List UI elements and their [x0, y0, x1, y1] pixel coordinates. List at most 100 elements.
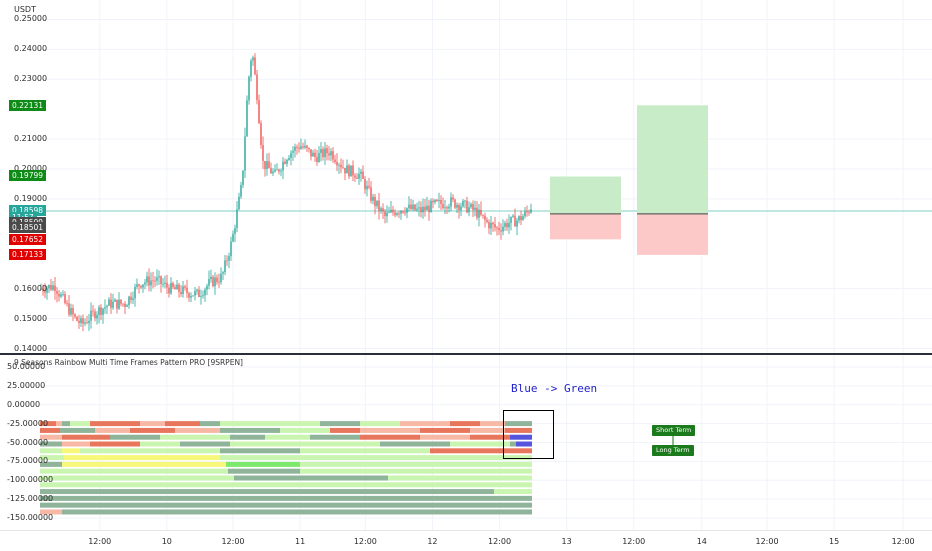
rainbow-segment [430, 448, 532, 454]
time-axis-label: 12:00 [622, 537, 646, 546]
rainbow-segment [388, 475, 532, 481]
candle [222, 270, 224, 281]
candle [164, 275, 166, 289]
candle [216, 274, 218, 285]
rainbow-segment [380, 461, 532, 467]
candle [210, 269, 212, 283]
candle [168, 284, 170, 298]
candle [178, 282, 180, 298]
rainbow-segment [40, 475, 234, 481]
candle [96, 311, 98, 325]
candle [456, 202, 458, 213]
candle [404, 207, 406, 216]
candle [108, 297, 110, 307]
candle [170, 277, 172, 295]
candle [274, 164, 276, 173]
rainbow-segment [450, 421, 480, 427]
candle [86, 315, 88, 325]
indicator-pane[interactable]: 9 Seasons Rainbow Multi Time Frames Patt… [0, 355, 932, 530]
indicator-tick-label: -25.00000 [7, 418, 49, 428]
price-tick-label: 0.15000 [14, 313, 48, 323]
rainbow-segment [95, 427, 130, 433]
candle [148, 268, 150, 292]
candle [386, 205, 388, 223]
candle [480, 201, 482, 217]
candle [450, 192, 452, 212]
rainbow-segment [120, 482, 200, 488]
rainbow-segment [300, 441, 380, 447]
rainbow-segment [300, 461, 380, 467]
candle [134, 283, 136, 307]
rainbow-segment [62, 448, 80, 454]
candle [144, 279, 146, 290]
rainbow-segment [40, 502, 532, 508]
candle [194, 286, 196, 301]
rainbow-segment [62, 468, 228, 474]
rainbow-segment [260, 421, 320, 427]
candle [356, 173, 358, 179]
rainbow-segment [62, 461, 226, 467]
candle [172, 281, 174, 289]
candle [264, 160, 266, 177]
candle [174, 284, 176, 290]
candle [506, 218, 508, 232]
rainbow-segment [40, 421, 56, 427]
candle [70, 303, 72, 317]
candle [436, 198, 438, 203]
time-axis-label: 11 [295, 537, 306, 546]
candle [342, 159, 344, 169]
candle [412, 199, 414, 212]
candle [394, 209, 396, 218]
rainbow-segment [300, 455, 380, 461]
pane-divider[interactable] [0, 353, 932, 355]
candle [424, 198, 426, 217]
rainbow-segment [265, 434, 310, 440]
candle [132, 291, 134, 304]
candle [98, 304, 100, 324]
candle [390, 200, 392, 214]
candle [92, 304, 94, 317]
candle [236, 201, 238, 233]
candle [150, 272, 152, 292]
rainbow-segment [40, 482, 120, 488]
candle [410, 198, 412, 211]
candle [100, 304, 102, 321]
candle [118, 292, 120, 310]
candle [240, 181, 242, 199]
rainbow-segment [470, 427, 505, 433]
indicator-title[interactable]: 9 Seasons Rainbow Multi Time Frames Patt… [14, 358, 243, 367]
rainbow-segment [40, 509, 62, 515]
position-profit-zone [550, 176, 621, 214]
candle [326, 144, 328, 161]
candle [224, 254, 226, 276]
rainbow-segment [110, 434, 160, 440]
candle [344, 167, 346, 181]
candle [316, 150, 318, 166]
candle [306, 144, 308, 153]
candle [110, 293, 112, 315]
candle [84, 318, 86, 327]
candle [104, 299, 106, 314]
candle [422, 198, 424, 219]
candle [188, 291, 190, 302]
candle [462, 198, 464, 208]
candle [166, 274, 168, 295]
price-chart-pane[interactable]: USDT 0.25000 0.24000 0.23000 0.21000 0.20000… [0, 0, 932, 353]
price-chart-svg[interactable] [0, 0, 932, 353]
candle [196, 288, 198, 295]
candle [418, 200, 420, 217]
candle [392, 205, 394, 216]
candle [438, 192, 440, 209]
candle [292, 146, 294, 161]
candle [282, 156, 284, 180]
candle [242, 170, 244, 189]
candle [278, 168, 280, 175]
candle [202, 290, 204, 299]
candle [340, 158, 342, 174]
time-axis[interactable]: 12:00 10 12:00 11 12:00 12 12:00 13 12:00 14 12:00… [0, 530, 932, 551]
candle [402, 210, 404, 214]
candle [284, 158, 286, 165]
candle [142, 284, 144, 293]
rainbow-segment [280, 427, 330, 433]
candle [434, 199, 436, 205]
